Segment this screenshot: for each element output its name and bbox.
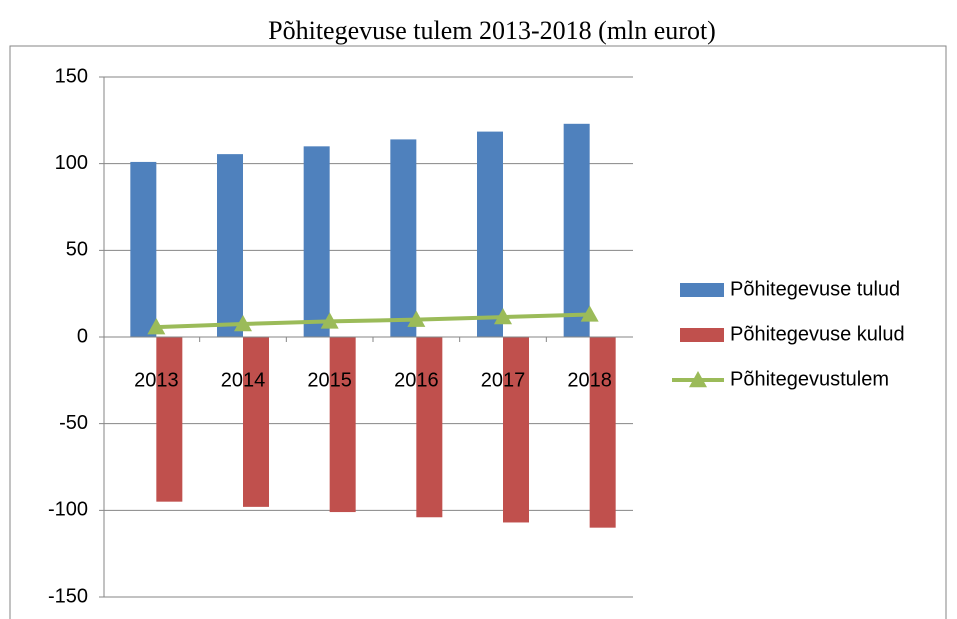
chart-title: Põhitegevuse tulem 2013-2018 (mln eurot) bbox=[268, 16, 716, 45]
bar bbox=[503, 337, 529, 523]
bar bbox=[303, 146, 330, 337]
x-tick-label: 2015 bbox=[307, 369, 352, 391]
x-tick-label: 2014 bbox=[221, 369, 266, 391]
legend-label: Põhitegevuse kulud bbox=[730, 323, 905, 345]
bar bbox=[243, 337, 269, 507]
bar bbox=[217, 154, 243, 337]
bar bbox=[416, 337, 443, 518]
point bbox=[407, 310, 426, 327]
y-tick-label: 150 bbox=[55, 65, 88, 87]
legend-label: Põhitegevuse tulud bbox=[730, 278, 900, 300]
y-tick-label: 50 bbox=[66, 239, 88, 261]
point bbox=[234, 315, 252, 332]
bar bbox=[589, 337, 616, 528]
legend-label: Põhitegevustulem bbox=[730, 368, 889, 390]
point bbox=[147, 318, 166, 335]
bar bbox=[477, 131, 503, 337]
y-tick-label: -50 bbox=[59, 412, 88, 434]
line bbox=[156, 312, 590, 330]
point bbox=[320, 312, 339, 329]
legend-swatch bbox=[680, 328, 724, 342]
bar bbox=[156, 337, 183, 502]
chart-frame bbox=[9, 45, 947, 619]
x-tick-label: 2016 bbox=[394, 369, 439, 391]
y-tick-label: -150 bbox=[48, 585, 88, 607]
y-tick-label: 0 bbox=[77, 325, 88, 347]
legend-swatch bbox=[680, 283, 724, 297]
legend-marker bbox=[689, 371, 707, 388]
bar bbox=[130, 161, 157, 337]
y-tick-label: 100 bbox=[55, 152, 88, 174]
bar bbox=[329, 337, 356, 513]
x-tick-label: 2013 bbox=[134, 369, 179, 391]
x-tick-label: 2018 bbox=[567, 369, 612, 391]
y-tick-label: -100 bbox=[48, 499, 88, 521]
bar bbox=[390, 139, 417, 337]
point bbox=[494, 308, 512, 325]
x-tick-label: 2017 bbox=[481, 369, 526, 391]
point bbox=[580, 305, 599, 322]
bar bbox=[563, 123, 590, 337]
